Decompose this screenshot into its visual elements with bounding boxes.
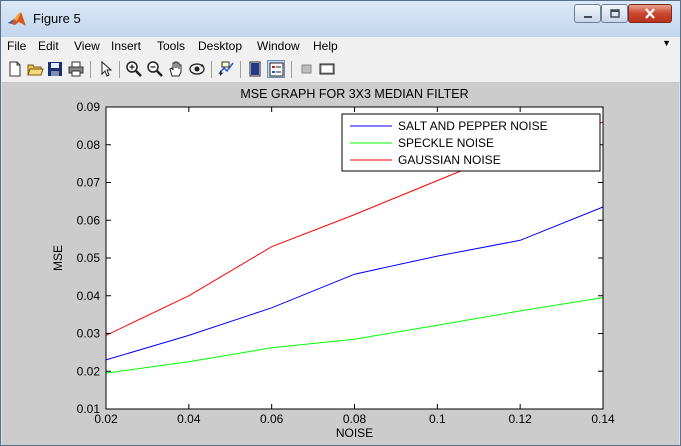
menu-edit[interactable]: Edit — [38, 39, 59, 53]
zoom-out-icon[interactable] — [146, 60, 164, 78]
chart-title: MSE GRAPH FOR 3X3 MEDIAN FILTER — [240, 87, 468, 101]
toolbar-separator — [90, 61, 91, 78]
toolbar-separator — [240, 61, 241, 78]
menu-help[interactable]: Help — [313, 39, 338, 53]
legend-label: GAUSSIAN NOISE — [398, 153, 501, 167]
x-tick-label: 0.14 — [591, 412, 615, 426]
menu-window[interactable]: Window — [257, 39, 300, 53]
y-tick-label: 0.03 — [77, 327, 101, 341]
rotate-3d-icon[interactable] — [188, 60, 206, 78]
y-axis-label: MSE — [51, 245, 65, 271]
x-axis-label: NOISE — [336, 426, 373, 440]
close-icon — [645, 8, 655, 19]
legend-icon[interactable] — [267, 60, 285, 78]
close-button[interactable] — [628, 4, 672, 23]
toolbar-separator — [211, 61, 212, 78]
menu-file[interactable]: File — [7, 39, 27, 53]
print-icon[interactable] — [67, 60, 85, 78]
y-tick-label: 0.09 — [77, 100, 101, 114]
show-plot-tools-icon[interactable] — [318, 60, 336, 78]
toolbar-separator — [119, 61, 120, 78]
legend-label: SALT AND PEPPER NOISE — [398, 119, 548, 133]
x-tick-label: 0.02 — [94, 412, 118, 426]
y-tick-label: 0.08 — [77, 138, 101, 152]
figure-toolbar — [1, 56, 680, 83]
open-file-icon[interactable] — [26, 60, 44, 78]
menu-tools[interactable]: Tools — [157, 39, 186, 53]
y-tick-label: 0.02 — [77, 364, 101, 378]
line-chart: MSE GRAPH FOR 3X3 MEDIAN FILTER 0.02 0.04… — [51, 87, 615, 440]
y-tick-label: 0.04 — [77, 289, 101, 303]
menu-insert[interactable]: Insert — [111, 39, 142, 53]
y-tick-label: 0.05 — [77, 251, 101, 265]
maximize-icon — [609, 8, 620, 18]
window-title: Figure 5 — [33, 11, 81, 26]
zoom-in-icon[interactable] — [125, 60, 143, 78]
y-tick-label: 0.07 — [77, 176, 101, 190]
y-tick-label: 0.06 — [77, 213, 101, 227]
new-figure-icon[interactable] — [6, 60, 24, 78]
menu-view[interactable]: View — [74, 39, 100, 53]
pan-icon[interactable] — [167, 60, 185, 78]
figure-canvas: MSE GRAPH FOR 3X3 MEDIAN FILTER 0.02 0.04… — [2, 83, 679, 445]
x-tick-label: 0.04 — [177, 412, 201, 426]
matlab-icon — [7, 10, 27, 28]
data-cursor-icon[interactable] — [217, 60, 235, 78]
title-bar[interactable]: Figure 5 — [1, 1, 680, 37]
series-line-1[interactable] — [105, 206, 604, 361]
pointer-icon[interactable] — [96, 60, 114, 78]
x-tick-label: 0.06 — [260, 412, 284, 426]
series-line-2[interactable] — [105, 297, 604, 374]
legend-label: SPECKLE NOISE — [398, 136, 494, 150]
menu-bar: File Edit View Insert Tools Desktop Wind… — [1, 37, 680, 56]
legend[interactable]: SALT AND PEPPER NOISE SPECKLE NOISE GAUSSI… — [341, 113, 601, 172]
x-tick-label: 0.12 — [508, 412, 532, 426]
minimize-icon — [583, 15, 592, 18]
y-tick-label: 0.01 — [77, 402, 101, 416]
save-icon[interactable] — [46, 60, 64, 78]
menu-desktop[interactable]: Desktop — [198, 39, 243, 53]
minimize-button[interactable] — [574, 4, 601, 23]
x-tick-label: 0.08 — [343, 412, 367, 426]
x-tick-label: 0.1 — [429, 412, 446, 426]
menu-overflow-icon[interactable]: ▼ — [662, 38, 671, 48]
colorbar-icon[interactable] — [246, 60, 264, 78]
maximize-button[interactable] — [601, 4, 628, 23]
hide-plot-tools-icon[interactable] — [298, 60, 316, 78]
toolbar-separator — [291, 61, 292, 78]
